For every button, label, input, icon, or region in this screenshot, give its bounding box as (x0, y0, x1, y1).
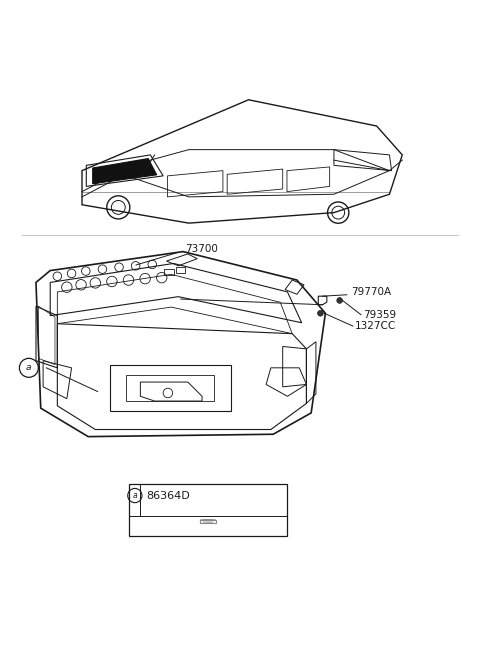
Circle shape (337, 297, 343, 303)
Bar (164, 269, 174, 275)
Text: 1327CC: 1327CC (355, 321, 396, 331)
Bar (176, 267, 185, 273)
Text: 79359: 79359 (363, 310, 396, 320)
Text: 73700: 73700 (185, 244, 218, 254)
Text: a: a (132, 491, 137, 500)
Text: 86364D: 86364D (147, 491, 191, 500)
Circle shape (318, 310, 323, 316)
Text: 79770A: 79770A (351, 287, 392, 297)
Text: a: a (26, 364, 32, 372)
Polygon shape (93, 159, 157, 184)
Bar (200, 520, 216, 523)
Ellipse shape (200, 519, 216, 521)
Bar (129, 484, 288, 536)
